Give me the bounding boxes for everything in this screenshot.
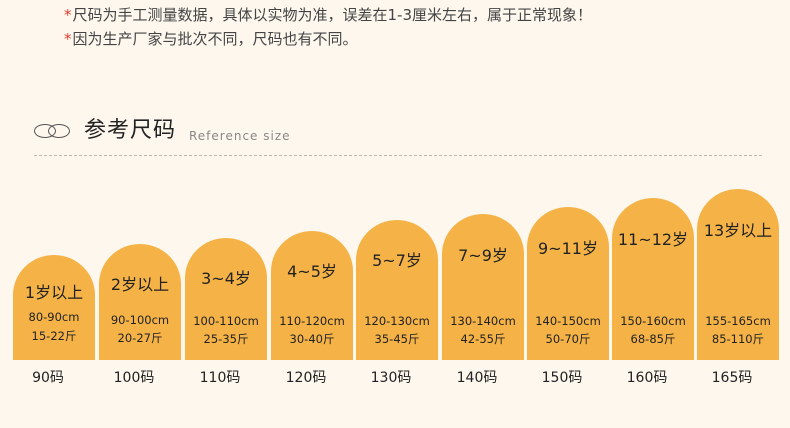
card-height: 120-130cm — [364, 314, 430, 328]
size-notes: *尺码为手工测量数据，具体以实物为准，误差在1-3厘米左右，属于正常现象！ *因… — [64, 3, 592, 51]
card-age: 5~7岁 — [372, 251, 422, 270]
size-label: 90码 — [32, 370, 64, 386]
double-ring-icon — [34, 124, 72, 140]
size-card: 3~4岁 100-110cm 25-35斤 — [185, 238, 267, 360]
card-age: 3~4岁 — [201, 269, 251, 288]
size-label: 150码 — [541, 370, 583, 386]
size-card: 13岁以上 155-165cm 85-110斤 — [697, 189, 779, 360]
size-label: 110码 — [199, 370, 241, 386]
card-weight: 20-27斤 — [117, 331, 163, 345]
card-height: 140-150cm — [535, 314, 601, 328]
note-line: *因为生产厂家与批次不同，尺码也有不同。 — [64, 27, 592, 51]
card-weight: 85-110斤 — [711, 332, 765, 346]
size-label: 100码 — [113, 370, 155, 386]
size-card: 4~5岁 110-120cm 30-40斤 — [271, 231, 353, 360]
card-age: 7~9岁 — [458, 246, 508, 265]
card-height: 150-160cm — [620, 314, 686, 328]
note-line: *尺码为手工测量数据，具体以实物为准，误差在1-3厘米左右，属于正常现象！ — [64, 3, 592, 27]
size-card: 1岁以上 80-90cm 15-22斤 — [13, 255, 95, 360]
card-age: 2岁以上 — [110, 275, 170, 294]
card-height: 130-140cm — [450, 314, 516, 328]
card-weight: 15-22斤 — [31, 329, 77, 343]
size-card: 5~7岁 120-130cm 35-45斤 — [356, 220, 438, 360]
card-age: 1岁以上 — [24, 283, 84, 302]
card-weight: 25-35斤 — [203, 332, 249, 346]
section-subtitle: Reference size — [189, 129, 291, 143]
card-height: 100-110cm — [193, 314, 259, 328]
asterisk: * — [64, 6, 72, 24]
card-height: 80-90cm — [28, 310, 80, 324]
card-height: 110-120cm — [279, 314, 345, 328]
size-label: 130码 — [370, 370, 412, 386]
card-age: 13岁以上 — [703, 221, 773, 240]
card-weight: 50-70斤 — [545, 332, 591, 346]
card-weight: 35-45斤 — [374, 332, 420, 346]
size-card: 9~11岁 140-150cm 50-70斤 — [527, 207, 609, 360]
note-text: 因为生产厂家与批次不同，尺码也有不同。 — [72, 30, 358, 48]
card-height: 155-165cm — [705, 314, 771, 328]
size-label: 120码 — [285, 370, 327, 386]
card-height: 90-100cm — [110, 313, 170, 327]
size-label: 160码 — [626, 370, 668, 386]
dashed-divider — [34, 155, 762, 156]
card-weight: 30-40斤 — [289, 332, 335, 346]
size-label: 140码 — [456, 370, 498, 386]
card-age: 9~11岁 — [538, 239, 598, 258]
section-title: 参考尺码 — [84, 118, 177, 143]
card-weight: 42-55斤 — [460, 332, 506, 346]
size-card: 11~12岁 150-160cm 68-85斤 — [612, 198, 694, 360]
card-age: 4~5岁 — [287, 262, 337, 281]
card-age: 11~12岁 — [617, 230, 689, 249]
note-text: 尺码为手工测量数据，具体以实物为准，误差在1-3厘米左右，属于正常现象！ — [72, 6, 593, 24]
asterisk: * — [64, 30, 72, 48]
size-label: 165码 — [711, 370, 753, 386]
size-card: 2岁以上 90-100cm 20-27斤 — [99, 244, 181, 360]
size-card: 7~9岁 130-140cm 42-55斤 — [442, 214, 524, 360]
card-weight: 68-85斤 — [630, 332, 676, 346]
